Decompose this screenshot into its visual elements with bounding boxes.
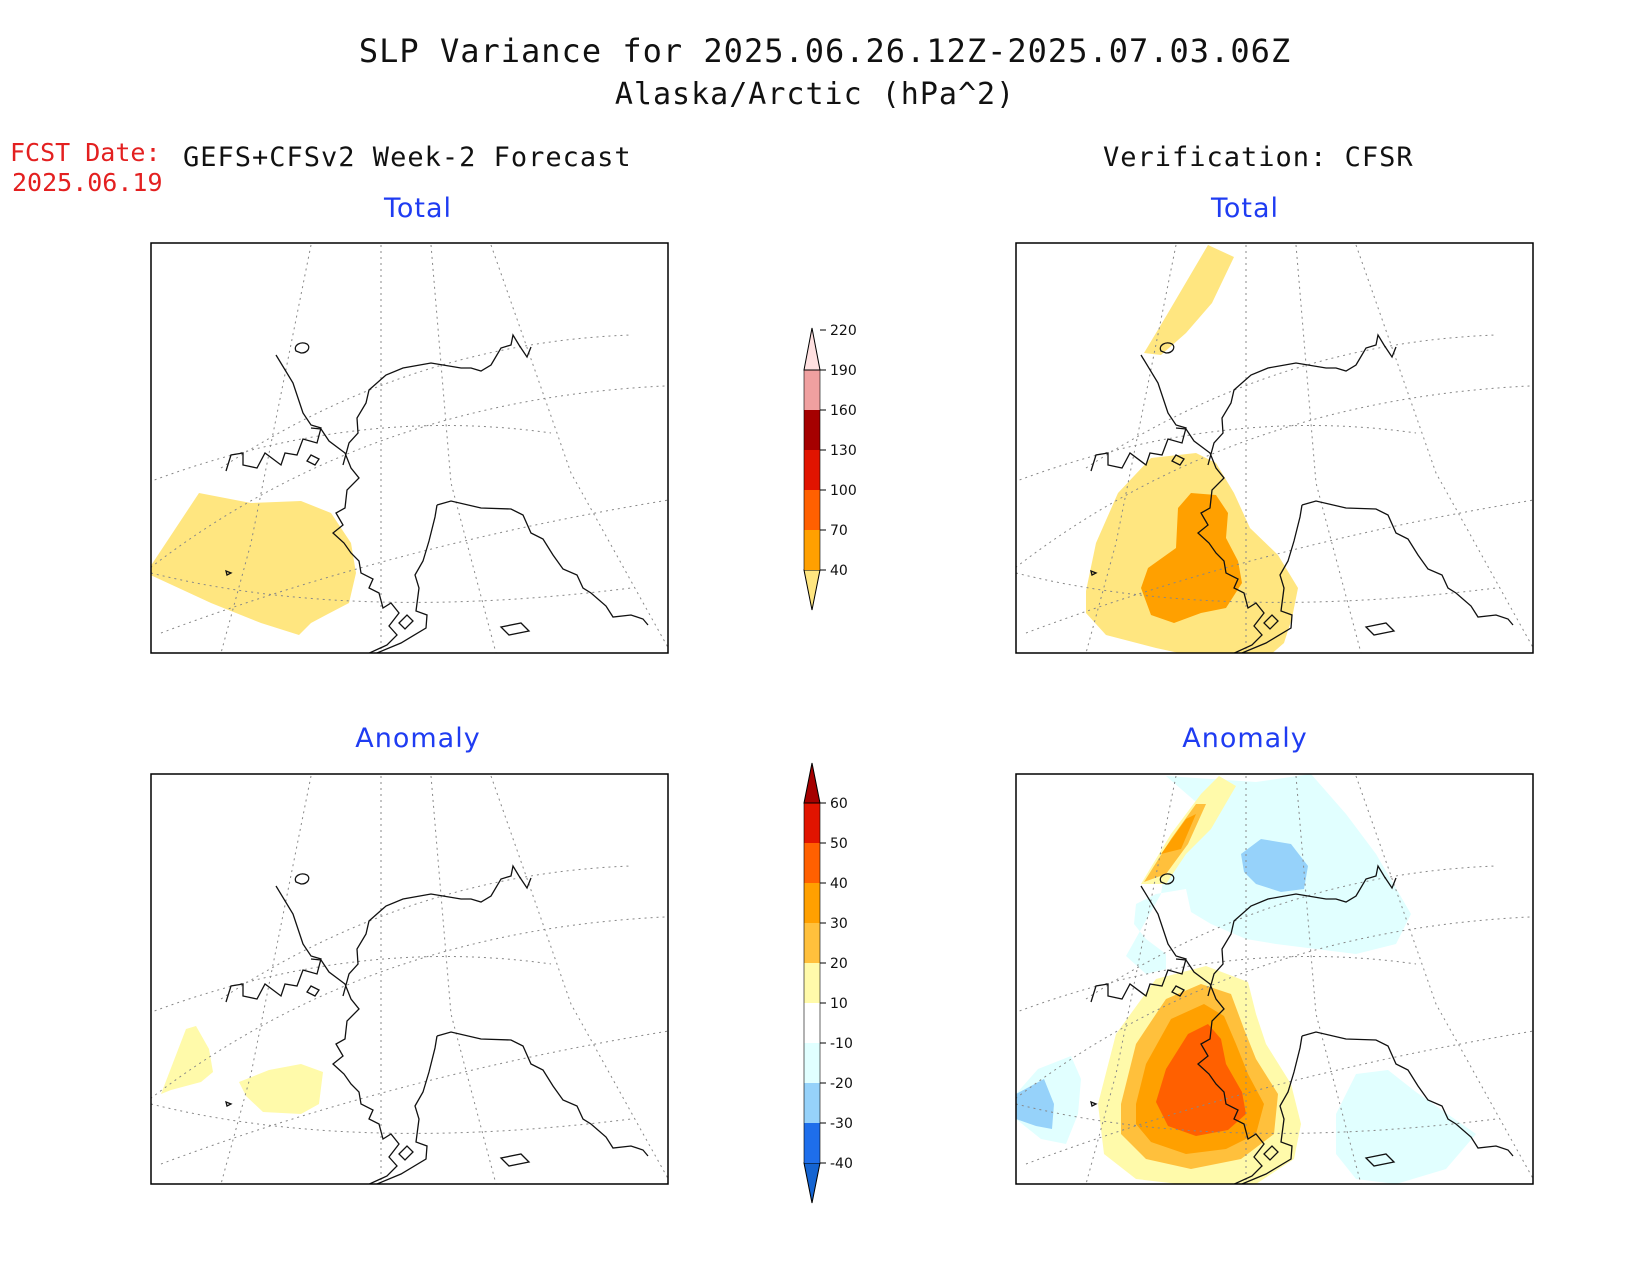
total-colorbar-tick-label: 100 [830,483,857,499]
variance-70-contour [1141,493,1242,623]
variance-40-contour-north [1144,245,1234,355]
anomaly-colorbar-swatch [804,1043,820,1083]
anomaly-30-contour-north [1161,814,1196,854]
fcst-date-value: 2025.06.19 [12,168,163,197]
verification-anomaly-title: Anomaly [1182,723,1308,754]
anomaly-colorbar-tick-label: 50 [830,836,848,852]
total-colorbar-swatch [804,450,820,490]
anomaly-colorbar-top-arrow [803,762,821,804]
total-colorbar-tick-label: 190 [830,363,857,379]
anomaly-10-contour-central [239,1064,323,1114]
anomaly-neg20-contour-north [1241,839,1308,892]
forecast-heading: GEFS+CFSv2 Week-2 Forecast [183,142,632,173]
anomaly-colorbar-swatch [804,843,820,883]
anomaly-colorbar-tick-label: 30 [830,916,848,932]
anomaly-neg10-contour-southeast [1336,1070,1476,1184]
anomaly-10-contour-west [161,1026,213,1094]
anomaly-colorbar-swatch [804,1083,820,1123]
anomaly-40-contour-south [1156,1024,1246,1136]
anomaly-colorbar-swatch [804,1003,820,1043]
total-colorbar-tick-label: 160 [830,403,857,419]
total-colorbar-tick-label: 130 [830,443,857,459]
chart-subtitle: Alaska/Arctic (hPa^2) [614,77,1016,112]
anomaly-colorbar-bottom-arrow [803,1162,821,1204]
anomaly-colorbar-tick-label: -10 [830,1036,853,1052]
anomaly-colorbar-tick-label: -30 [830,1116,853,1132]
total-colorbar-bottom-arrow [803,569,821,611]
total-colorbar-tick-label: 40 [830,563,848,579]
total-colorbar-tick-label: 70 [830,523,848,539]
chart-title: SLP Variance for 2025.06.26.12Z-2025.07.… [358,32,1292,70]
total-colorbar-swatch [804,370,820,410]
total-colorbar-swatch [804,410,820,450]
verification-anomaly-map [1015,773,1534,1185]
verification-total-title: Total [1210,193,1280,224]
total-colorbar-outline [803,370,821,570]
anomaly-colorbar-swatch [804,923,820,963]
total-colorbar-top-arrow [803,327,821,371]
anomaly-colorbar-tick-label: 60 [830,796,848,812]
anomaly-colorbar-tick-label: -40 [830,1156,853,1172]
total-colorbar-swatch [804,490,820,530]
anomaly-colorbar-swatch [804,1123,820,1163]
fcst-date-label: FCST Date: [10,138,161,167]
anomaly-colorbar-outline [803,803,821,1163]
anomaly-colorbar-swatch [804,963,820,1003]
verification-heading: Verification: CFSR [1103,142,1414,173]
variance-40-contour [151,493,356,635]
anomaly-colorbar-swatch [804,803,820,843]
total-colorbar-tick-label: 220 [830,323,857,339]
verification-total-map [1015,242,1534,654]
anomaly-colorbar-tick-label: 40 [830,876,848,892]
forecast-anomaly-map [150,773,669,1185]
forecast-total-map [150,242,669,654]
anomaly-colorbar: -40 -30 -20 -10 10 20 30 40 50 60 [803,762,853,1204]
forecast-total-title: Total [383,193,453,224]
anomaly-colorbar-tick-label: -20 [830,1076,853,1092]
anomaly-colorbar-tick-label: 10 [830,996,848,1012]
total-colorbar-swatch [804,530,820,570]
forecast-anomaly-title: Anomaly [355,723,481,754]
anomaly-colorbar-tick-label: 20 [830,956,848,972]
total-colorbar: 40 70 100 130 160 190 220 [803,323,857,611]
anomaly-colorbar-swatch [804,883,820,923]
